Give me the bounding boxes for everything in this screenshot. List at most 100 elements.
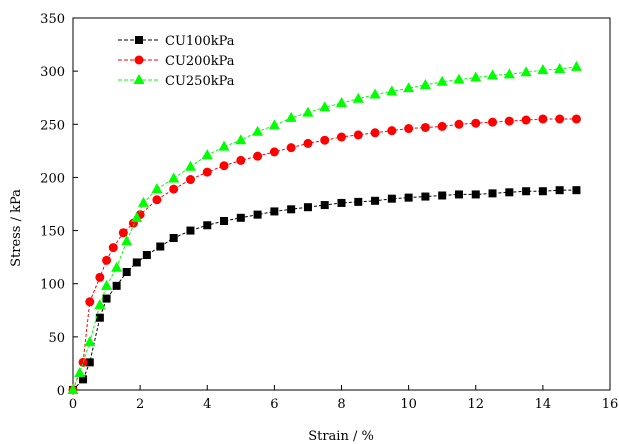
legend-marker [134, 55, 144, 65]
axes: 0 2 4 6 8 10 12 14 16 0 50 100 150 200 250 300 350 [40, 12, 618, 412]
data-point [303, 203, 312, 212]
data-point [555, 186, 564, 195]
legend-label: CU100kPa [165, 34, 235, 49]
data-point [186, 226, 195, 235]
data-point [521, 115, 531, 125]
y-tick-label: 200 [40, 171, 65, 186]
data-point [419, 78, 431, 89]
data-point [354, 197, 363, 206]
data-point [570, 60, 582, 71]
data-point [131, 211, 143, 222]
data-point [252, 125, 264, 136]
legend-item: CU200kPa [118, 54, 235, 69]
data-point [101, 279, 113, 290]
data-point [320, 201, 329, 210]
data-point [203, 221, 212, 230]
data-point [554, 63, 566, 74]
data-point [95, 272, 105, 282]
data-point [420, 122, 430, 132]
data-point [369, 88, 381, 99]
data-point [353, 130, 363, 140]
data-point [236, 213, 245, 222]
legend-label: CU250kPa [165, 74, 235, 89]
data-point [337, 132, 346, 142]
y-axis-title: Stress / kPa [9, 189, 24, 267]
legend-item: CU100kPa [118, 34, 235, 49]
x-tick-label: 6 [270, 397, 278, 412]
data-point [453, 73, 465, 84]
data-point [79, 375, 88, 384]
data-point [386, 85, 398, 96]
series-CU100kPa [69, 186, 581, 394]
data-point [488, 189, 497, 198]
data-point [319, 101, 331, 112]
data-point [387, 126, 397, 136]
y-tick-label: 100 [40, 278, 65, 293]
data-point [108, 243, 118, 253]
data-point [78, 357, 88, 367]
data-point [132, 258, 141, 267]
legend: CU100kPa CU200kPa CU250kPa [118, 34, 235, 89]
data-point [505, 188, 514, 197]
data-point [102, 294, 111, 303]
data-point [169, 184, 179, 194]
data-point [111, 261, 123, 272]
data-point [555, 114, 565, 124]
data-point [571, 114, 581, 124]
data-point [253, 210, 262, 219]
data-point [438, 191, 447, 200]
data-point [102, 255, 112, 265]
data-point [156, 242, 165, 251]
data-point [151, 183, 163, 194]
data-point [387, 194, 396, 203]
data-point [437, 121, 447, 131]
x-tick-label: 10 [400, 397, 417, 412]
y-tick-label: 50 [48, 331, 65, 346]
data-point [152, 195, 162, 205]
data-point [118, 228, 128, 238]
data-point [287, 205, 296, 214]
data-point [85, 358, 94, 367]
data-point [112, 281, 121, 290]
data-point [67, 384, 79, 394]
data-point [137, 196, 149, 207]
data-point [572, 186, 581, 195]
data-point [121, 235, 133, 246]
data-point [352, 92, 364, 103]
data-point [436, 75, 448, 86]
data-point [253, 151, 263, 161]
data-point [142, 251, 151, 260]
data-point [403, 82, 415, 93]
data-point [201, 149, 213, 160]
data-point [522, 187, 531, 196]
data-point [95, 313, 104, 322]
data-point [235, 134, 247, 145]
series-line [72, 66, 577, 391]
data-point [421, 192, 430, 201]
x-tick-label: 0 [69, 397, 77, 412]
series-line [72, 189, 577, 391]
data-point [471, 118, 481, 128]
data-point [503, 68, 515, 79]
data-point [168, 172, 180, 183]
data-point [220, 217, 229, 226]
series-line [72, 118, 577, 391]
data-point [454, 119, 464, 129]
data-point [270, 207, 279, 216]
data-point [370, 128, 380, 138]
x-axis-title: Strain / % [308, 429, 374, 444]
data-point [320, 135, 330, 145]
data-point [285, 111, 297, 122]
legend-marker [135, 36, 143, 44]
data-point [504, 116, 514, 126]
y-tick-label: 350 [40, 12, 65, 27]
data-point [85, 297, 95, 307]
x-tick-label: 4 [203, 397, 211, 412]
data-point [520, 66, 532, 77]
data-point [471, 190, 480, 199]
data-point [336, 97, 347, 108]
legend-marker [133, 74, 145, 84]
data-point [537, 64, 549, 75]
data-point [454, 190, 463, 199]
